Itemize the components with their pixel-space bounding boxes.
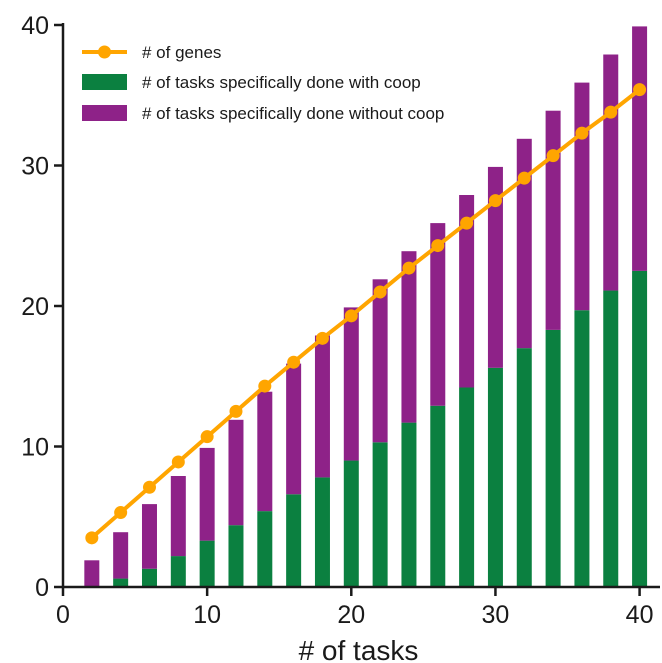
genes-point — [546, 149, 560, 163]
bar-with-coop — [314, 477, 330, 587]
bar-without-coop — [516, 138, 532, 349]
bar-without-coop — [286, 363, 302, 495]
bar-with-coop — [141, 568, 157, 587]
bar-without-coop — [632, 26, 648, 271]
axes-layer: 0 10 20 30 40 0 10 20 30 40 — [21, 12, 660, 629]
bar-without-coop — [545, 110, 561, 330]
bar-without-coop — [343, 307, 359, 461]
x-tick-label: 10 — [193, 601, 221, 629]
bar-without-coop — [228, 419, 244, 526]
bar-without-coop — [141, 504, 157, 569]
genes-point — [517, 171, 531, 185]
bar-with-coop — [632, 270, 648, 587]
bar-with-coop — [516, 348, 532, 587]
bar-with-coop — [430, 405, 446, 587]
bar-with-coop — [199, 540, 215, 587]
genes-point — [287, 355, 301, 369]
bar-without-coop — [170, 476, 186, 557]
bar-without-coop — [113, 532, 129, 579]
genes-point — [488, 194, 502, 208]
genes-point — [229, 404, 243, 418]
y-tick-label: 0 — [35, 574, 49, 602]
bar-without-coop — [603, 54, 619, 291]
bar-without-coop — [430, 223, 446, 406]
genes-point — [604, 105, 618, 119]
bar-with-coop — [545, 329, 561, 587]
x-tick-label: 40 — [626, 601, 654, 629]
genes-point — [633, 83, 647, 97]
bar-without-coop — [314, 335, 330, 478]
legend-label: # of genes — [142, 43, 221, 62]
x-tick-label: 30 — [482, 601, 510, 629]
bar-without-coop — [84, 560, 100, 587]
y-tick-label: 40 — [21, 12, 49, 40]
genes-point — [431, 239, 445, 253]
y-tick-label: 20 — [21, 293, 49, 321]
bar-with-coop — [343, 460, 359, 587]
bar-with-coop — [401, 422, 417, 587]
bar-with-coop — [574, 310, 590, 587]
genes-point — [85, 531, 99, 545]
genes-point — [171, 455, 185, 469]
genes-point — [373, 285, 387, 299]
bar-with-coop — [170, 556, 186, 587]
bar-without-coop — [574, 82, 590, 311]
bar-with-coop — [286, 494, 302, 587]
genes-point — [402, 261, 416, 275]
bars-layer — [84, 26, 648, 587]
bar-without-coop — [487, 166, 503, 368]
bar-with-coop — [372, 442, 388, 587]
bar-with-coop — [113, 578, 129, 587]
genes-point — [114, 506, 128, 520]
legend: # of genes # of tasks specifically done w… — [82, 43, 444, 123]
bar-with-coop — [228, 525, 244, 587]
bar-with-coop — [257, 511, 273, 587]
bar-without-coop — [459, 195, 475, 388]
y-tick-label: 30 — [21, 153, 49, 181]
legend-label: # of tasks specifically done without coo… — [142, 104, 444, 123]
genes-point — [344, 309, 358, 323]
legend-label: # of tasks specifically done with coop — [142, 73, 421, 92]
genes-point — [258, 379, 272, 393]
bar-without-coop — [257, 391, 273, 512]
x-tick-label: 0 — [56, 601, 70, 629]
genes-point — [575, 126, 589, 140]
bar-with-coop — [459, 387, 475, 587]
genes-point — [200, 430, 214, 444]
bar-without-coop — [401, 251, 417, 423]
bar-with-coop — [603, 290, 619, 587]
x-tick-label: 20 — [337, 601, 365, 629]
legend-marker — [98, 45, 111, 59]
genes-line-layer — [85, 83, 647, 545]
genes-point — [142, 480, 156, 494]
genes-point — [315, 331, 329, 345]
bar-without-coop — [372, 279, 388, 443]
bar-without-coop — [199, 447, 215, 541]
y-tick-label: 10 — [21, 434, 49, 462]
legend-swatch-with-coop — [82, 74, 127, 90]
genes-point — [460, 216, 474, 230]
legend-swatch-without-coop — [82, 105, 127, 121]
x-axis-label: # of tasks — [299, 635, 419, 663]
bar-with-coop — [487, 367, 503, 587]
